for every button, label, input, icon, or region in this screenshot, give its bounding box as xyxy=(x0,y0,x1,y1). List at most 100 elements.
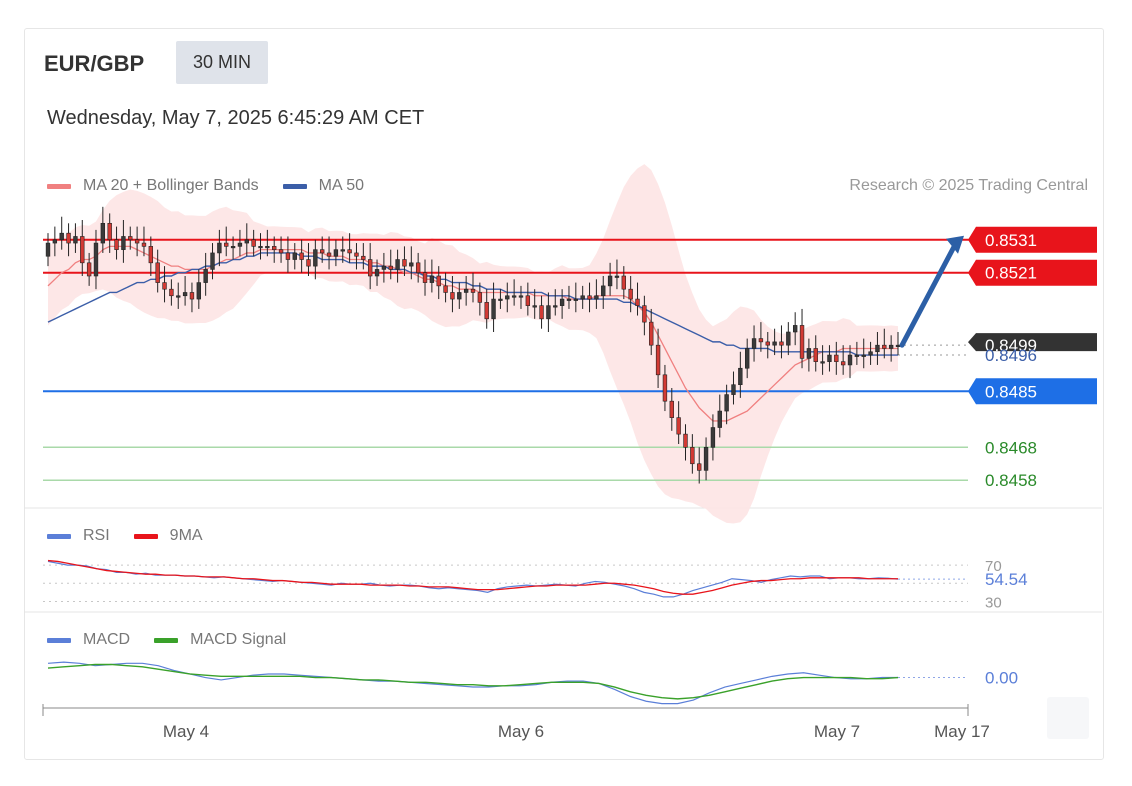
corner-control-button[interactable] xyxy=(1047,697,1089,739)
candle xyxy=(45,233,51,267)
candle xyxy=(477,282,483,316)
symbol-title: EUR/GBP xyxy=(44,51,145,76)
candle xyxy=(888,335,894,362)
candle xyxy=(340,236,345,263)
legend-swatch-macd-signal xyxy=(154,637,179,643)
candle-body xyxy=(66,232,71,244)
candle-body xyxy=(559,298,565,306)
candle xyxy=(690,434,695,474)
candle-body xyxy=(875,344,880,353)
candle-body xyxy=(505,295,510,300)
rsi-current-value: 54.54 xyxy=(985,570,1028,589)
candle-body xyxy=(52,239,58,244)
candle-body xyxy=(710,427,716,448)
candle xyxy=(141,226,147,257)
timeframe-badge[interactable]: 30 MIN xyxy=(176,41,268,84)
candle xyxy=(388,249,393,280)
candle xyxy=(703,437,709,481)
candle-body xyxy=(340,249,345,252)
candle xyxy=(745,338,750,379)
candle xyxy=(306,243,311,276)
level-label: 0.8499 xyxy=(985,336,1037,355)
candle-body xyxy=(59,232,64,241)
candle-body xyxy=(888,344,894,349)
legend-label-rsi: RSI xyxy=(83,527,110,544)
level-tag-0.8499: 0.8499 xyxy=(968,333,1097,355)
candle xyxy=(765,332,770,359)
candle xyxy=(80,220,85,276)
candle xyxy=(155,249,160,293)
candle xyxy=(882,328,887,359)
candle-body xyxy=(176,295,181,298)
candle xyxy=(134,226,140,257)
candle xyxy=(621,266,626,300)
candle xyxy=(93,229,99,290)
candle-body xyxy=(217,242,222,254)
candle xyxy=(779,325,784,359)
candle xyxy=(868,341,873,365)
candle-body xyxy=(772,341,777,346)
candle xyxy=(827,345,832,372)
candle xyxy=(607,262,613,296)
candle-body xyxy=(834,354,839,362)
candle-body xyxy=(429,275,435,283)
candle-body xyxy=(182,292,188,297)
candle xyxy=(505,282,510,313)
rsi-level-label: 30 xyxy=(985,594,1002,611)
candle xyxy=(655,328,661,388)
candle-body xyxy=(683,433,688,448)
candle xyxy=(731,371,736,405)
candle-body xyxy=(155,262,160,283)
candle-body xyxy=(786,331,791,346)
candle xyxy=(511,279,517,306)
candle-body xyxy=(107,222,112,241)
candle xyxy=(230,236,236,260)
candle xyxy=(244,223,249,257)
candle xyxy=(525,282,531,316)
candle-body xyxy=(697,463,702,471)
candle xyxy=(840,345,846,375)
candle-body xyxy=(813,348,818,362)
candle-body xyxy=(738,367,743,386)
candle xyxy=(237,229,243,257)
candle-body xyxy=(525,295,531,306)
legend-label-macd: MACD xyxy=(83,631,131,648)
candle-body xyxy=(751,338,757,349)
level-label: 0.8496 xyxy=(985,346,1037,365)
candle xyxy=(189,282,195,313)
candle xyxy=(59,216,64,250)
candle-body xyxy=(703,446,709,471)
candle xyxy=(162,266,167,303)
candle xyxy=(73,223,78,253)
candle-body xyxy=(662,374,668,402)
candle-body xyxy=(203,269,208,283)
candle-body xyxy=(237,242,243,247)
level-tag-0.8458: 0.8458 xyxy=(985,471,1037,490)
candle xyxy=(299,239,304,273)
candle xyxy=(470,272,476,303)
level-tag-0.8521: 0.8521 xyxy=(968,259,1097,286)
candle-body xyxy=(230,246,236,249)
candle xyxy=(381,252,387,283)
level-tag-bg xyxy=(968,333,1097,352)
level-label: 0.8458 xyxy=(985,471,1037,490)
candle-body xyxy=(580,295,585,300)
candle-body xyxy=(134,239,140,244)
candle-body xyxy=(148,246,154,264)
candle-body xyxy=(320,249,325,254)
candle-body xyxy=(333,249,339,257)
candle xyxy=(347,233,352,263)
candle-body xyxy=(553,305,558,308)
candle-body xyxy=(854,354,860,357)
legend-swatch-ma20 xyxy=(47,183,71,189)
level-tag-0.8468: 0.8468 xyxy=(985,438,1037,457)
candle xyxy=(676,401,681,444)
candle-body xyxy=(272,246,277,250)
candle-body xyxy=(326,252,332,257)
candle-body xyxy=(422,272,428,283)
candle xyxy=(374,259,380,286)
candle xyxy=(429,259,435,293)
candle xyxy=(326,236,332,270)
candle xyxy=(518,285,524,309)
